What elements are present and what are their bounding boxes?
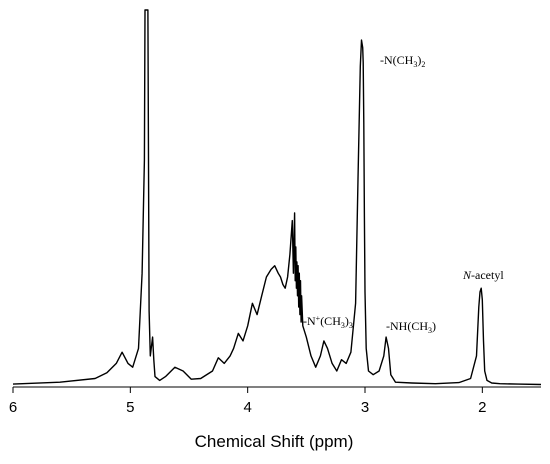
plot-area [12, 9, 542, 386]
x-axis: 6 5 4 3 2 [9, 386, 541, 416]
x-axis-title: Chemical Shift (ppm) [195, 432, 354, 451]
x-tick-label: 3 [361, 399, 369, 416]
annotation-nh-ch3: -NH(CH3) [386, 319, 436, 335]
annotation-n-ch3-2: -N(CH3)2 [380, 53, 425, 69]
annotation-n-plus-ch3-3: -N+(CH3)3 [303, 314, 353, 330]
x-tick-label: 6 [9, 399, 17, 416]
annotation-n-acetyl: N-acetyl [462, 268, 504, 282]
x-tick-label: 5 [126, 399, 134, 416]
x-tick-label: 2 [478, 399, 486, 416]
x-tick-label: 4 [243, 399, 251, 416]
spectrum-line-0 [12, 9, 542, 386]
